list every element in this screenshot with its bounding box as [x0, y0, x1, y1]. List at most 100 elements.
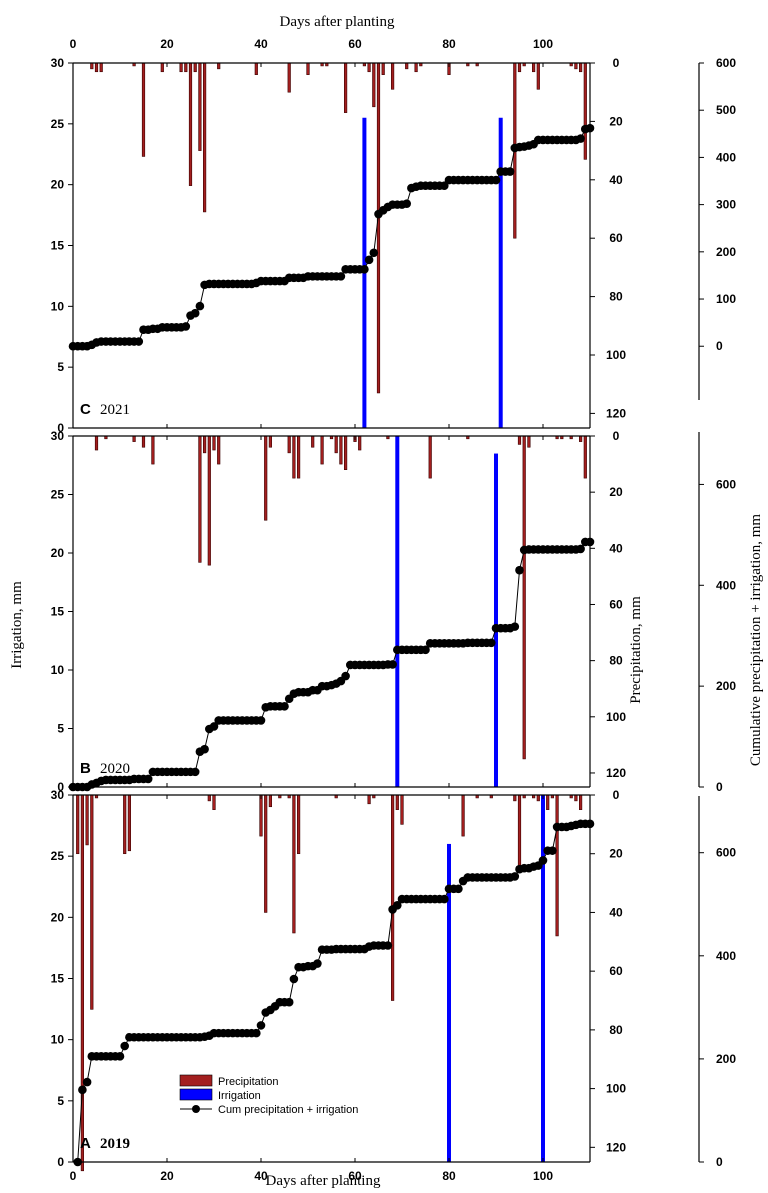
irrigation-tick-label: 25: [51, 488, 65, 502]
precipitation-bar: [574, 62, 578, 70]
precipitation-bar: [311, 435, 315, 448]
precipitation-bar: [141, 62, 146, 157]
precipitation-bar: [287, 62, 291, 93]
cumulative-point: [402, 199, 412, 208]
precipitation-bar: [207, 794, 211, 802]
cumulative-point: [341, 671, 350, 681]
irrigation-tick-label: 30: [51, 56, 65, 70]
cumulative-point: [120, 1041, 129, 1051]
precipitation-bar: [297, 435, 301, 479]
legend-swatch-cumulative-marker: [192, 1105, 200, 1113]
cumulative-point: [510, 872, 520, 881]
precipitation-bar: [339, 435, 343, 465]
cumulative-line: [73, 541, 590, 788]
irrigation-tick-label: 10: [51, 663, 65, 677]
precipitation-bar: [513, 794, 517, 802]
precipitation-bar: [85, 794, 89, 846]
precipitation-bar: [292, 435, 296, 479]
precipitation-bar: [132, 435, 136, 442]
precipitation-bar: [217, 435, 221, 465]
precipitation-bar: [517, 435, 522, 445]
precipitation-bar: [583, 435, 587, 479]
precipitation-tick-label: 20: [609, 114, 623, 128]
legend-swatch-precip: [179, 1074, 213, 1087]
precipitation-bar: [522, 435, 526, 760]
irrigation-tick-label: 15: [51, 972, 65, 986]
irrigation-tick-label: 5: [57, 360, 64, 374]
irrigation-tick-label: 25: [51, 849, 65, 863]
precipitation-bar: [395, 794, 399, 810]
cumulative-point: [440, 894, 449, 904]
precipitation-tick-label: 60: [609, 231, 623, 245]
precipitation-tick-label: 40: [609, 173, 623, 187]
irrigation-tick-label: 5: [57, 1094, 64, 1108]
cumulative-point: [487, 638, 496, 648]
cumulative-tick-label: 0: [716, 339, 723, 353]
irrigation-tick-label: 15: [51, 239, 65, 253]
irrigation-bar: [541, 795, 545, 1162]
irrigation-tick-label: 5: [57, 722, 64, 736]
bottom-x-tick-label: 20: [160, 1169, 174, 1183]
precipitation-tick-label: 100: [606, 710, 626, 724]
cumulative-tick-label: 400: [716, 150, 736, 164]
precipitation-tick-label: 20: [609, 485, 623, 499]
precipitation-bar: [160, 62, 164, 73]
precipitation-bar: [268, 435, 272, 448]
precipitation-bar: [207, 435, 211, 566]
irrigation-axis-title: Irrigation, mm: [9, 581, 25, 669]
precipitation-bar: [405, 62, 409, 70]
legend-label: Cum precipitation + irrigation: [218, 1104, 358, 1116]
precipitation-bar: [264, 435, 268, 521]
precipitation-tick-label: 60: [609, 964, 623, 978]
panel-year: 2021: [100, 402, 130, 418]
bottom-x-tick-label: 40: [254, 1169, 268, 1183]
top-x-tick-label: 100: [533, 37, 553, 51]
irrigation-tick-label: 0: [57, 780, 64, 794]
precipitation-bar: [203, 435, 207, 454]
precipitation-bar: [141, 435, 146, 448]
precipitation-bar: [292, 794, 296, 934]
panel-letter: A: [80, 1135, 91, 1152]
cumulative-tick-label: 0: [716, 780, 723, 794]
precipitation-bar: [414, 62, 418, 73]
cumulative-point: [143, 774, 153, 784]
cumulative-tick-label: 400: [716, 578, 736, 592]
irrigation-bar: [494, 453, 498, 787]
top-x-tick-label: 0: [70, 37, 77, 51]
cumulative-tick-label: 400: [716, 949, 736, 963]
cumulative-point: [440, 181, 449, 191]
irrigation-tick-label: 10: [51, 299, 65, 313]
precipitation-tick-label: 120: [606, 406, 626, 420]
cumulative-point: [115, 1052, 125, 1061]
cumulative-point: [200, 744, 209, 754]
precipitation-tick-label: 80: [609, 290, 623, 304]
irrigation-tick-label: 20: [51, 910, 65, 924]
precipitation-bar: [94, 435, 99, 451]
cumulative-point: [190, 308, 200, 318]
cumulative-tick-label: 200: [716, 1052, 736, 1066]
irrigation-bar: [447, 843, 451, 1162]
precipitation-bar: [179, 62, 183, 73]
precipitation-bar: [188, 62, 193, 186]
cumulative-point: [454, 884, 463, 894]
precipitation-tick-label: 40: [609, 541, 623, 555]
cumulative-tick-label: 200: [716, 245, 736, 259]
cumulative-tick-label: 600: [716, 846, 736, 860]
irrigation-tick-label: 30: [51, 429, 65, 443]
cumulative-axis-title: Cumulative precipitation + irrigation, m…: [748, 514, 764, 766]
precipitation-bar: [80, 794, 84, 1172]
cumulative-point: [510, 622, 520, 631]
precipitation-tick-label: 60: [609, 597, 623, 611]
irrigation-tick-label: 30: [51, 788, 65, 802]
cumulative-tick-label: 600: [716, 477, 736, 491]
precipitation-bar: [583, 62, 587, 160]
cumulative-point: [364, 255, 374, 265]
cumulative-tick-label: 0: [716, 1155, 723, 1169]
cumulative-point: [284, 997, 294, 1007]
precipitation-bar: [376, 62, 381, 394]
cumulative-point: [256, 1021, 266, 1030]
precipitation-tick-label: 80: [609, 1023, 623, 1037]
irrigation-tick-label: 25: [51, 117, 65, 131]
precipitation-bar: [320, 435, 324, 465]
cumulative-point: [251, 1028, 261, 1038]
